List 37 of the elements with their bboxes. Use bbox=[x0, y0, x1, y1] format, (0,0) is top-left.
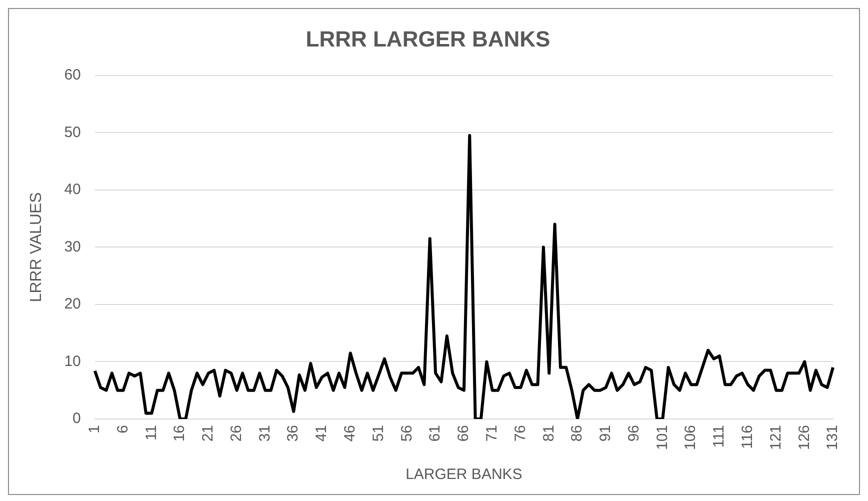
x-tick-label: 126 bbox=[796, 424, 813, 450]
y-tick-label: 0 bbox=[72, 410, 81, 428]
x-tick-label: 36 bbox=[284, 424, 302, 442]
x-tick-label: 116 bbox=[738, 424, 756, 449]
y-tick-label: 20 bbox=[64, 296, 81, 313]
x-tick-label: 76 bbox=[512, 424, 529, 442]
y-axis-title: LRRR VALUES bbox=[28, 192, 46, 302]
x-tick-label: 31 bbox=[256, 424, 274, 442]
x-tick-label: 96 bbox=[625, 424, 642, 442]
chart-title: LRRR LARGER BANKS bbox=[306, 26, 550, 52]
x-tick-label: 86 bbox=[568, 424, 586, 442]
x-tick-label: 111 bbox=[710, 424, 728, 448]
x-tick-label: 1 bbox=[86, 424, 104, 434]
x-tick-label: 46 bbox=[342, 424, 359, 442]
x-tick-label: 51 bbox=[370, 424, 387, 442]
x-tick-label: 66 bbox=[455, 424, 472, 442]
x-tick-label: 21 bbox=[200, 424, 217, 442]
y-tick-label: 10 bbox=[64, 352, 81, 370]
x-tick-label: 11 bbox=[142, 424, 160, 441]
x-tick-label: 71 bbox=[483, 424, 500, 442]
x-tick-label: 61 bbox=[426, 424, 444, 442]
y-tick-label: 60 bbox=[64, 66, 81, 84]
x-tick-label: 106 bbox=[682, 424, 700, 450]
x-tick-label: 101 bbox=[654, 424, 671, 450]
x-tick-label: 56 bbox=[398, 424, 416, 442]
x-axis-title: LARGER BANKS bbox=[406, 466, 522, 484]
y-tick-label: 50 bbox=[64, 124, 81, 141]
x-tick-label: 16 bbox=[171, 424, 188, 442]
x-tick-label: 131 bbox=[824, 424, 842, 450]
x-tick-label: 26 bbox=[228, 424, 245, 442]
x-tick-label: 91 bbox=[597, 424, 614, 442]
y-tick-label: 40 bbox=[64, 181, 81, 198]
x-tick-label: 81 bbox=[540, 424, 558, 442]
y-tick-label: 30 bbox=[64, 238, 81, 256]
x-tick-label: 121 bbox=[767, 424, 784, 450]
x-tick-label: 41 bbox=[313, 424, 330, 442]
x-tick-label: 6 bbox=[114, 424, 132, 434]
